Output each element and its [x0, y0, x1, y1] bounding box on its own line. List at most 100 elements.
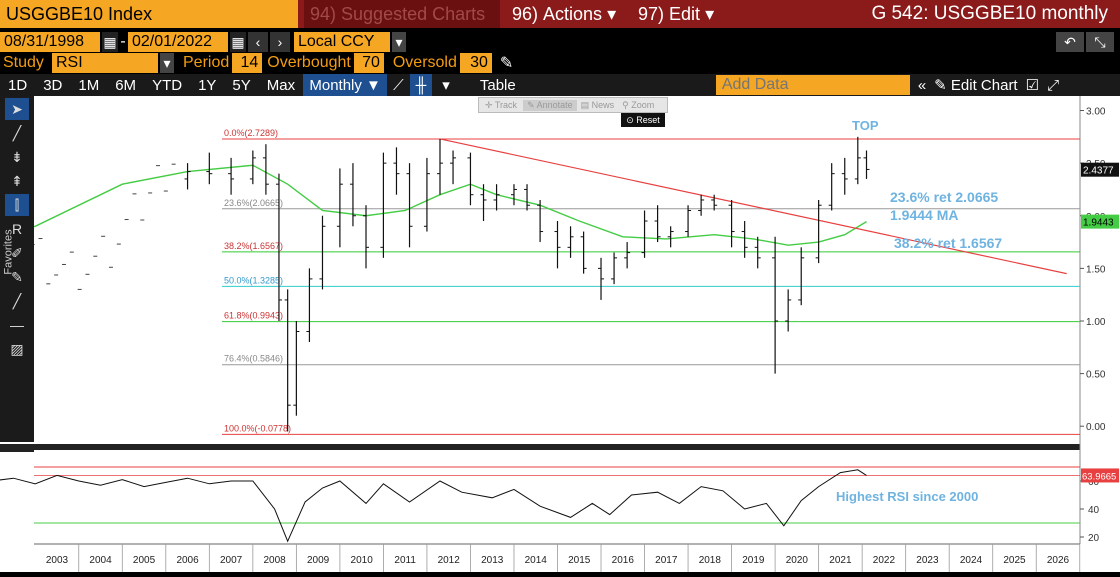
last-price-tag	[1081, 162, 1119, 177]
line-chart-icon[interactable]: ⟋	[393, 76, 404, 94]
period-6m[interactable]: 6M	[115, 76, 137, 94]
chevron-down-icon: ▾	[705, 3, 715, 24]
chevron-right-icon[interactable]: ›	[270, 32, 290, 52]
rsi-tick-label: 20	[1088, 533, 1100, 544]
line-tool-icon[interactable]: ╱	[12, 124, 22, 141]
add-data-input[interactable]	[719, 75, 904, 95]
edit-chart-label: Edit Chart	[950, 76, 1018, 94]
y-tick-label: 1.50	[1086, 264, 1106, 275]
actions-menu[interactable]: 96) Actions ▾	[506, 0, 626, 28]
period-1y[interactable]: 1Y	[198, 76, 217, 94]
annotate-button[interactable]: ✎ Annotate	[523, 99, 577, 111]
chevron-down-icon[interactable]: ▾	[160, 53, 174, 73]
fib-level-label: 61.8%(0.9943)	[224, 311, 283, 321]
annotation-ret236: 23.6% ret 2.0665	[890, 189, 998, 205]
actions-label: Actions	[543, 3, 603, 24]
rsi-line	[0, 469, 867, 543]
rsi-panel	[34, 450, 1080, 544]
undo-icon[interactable]: ↶	[1056, 32, 1084, 52]
price-panel	[34, 96, 1080, 442]
frequency-label: Monthly	[309, 76, 362, 94]
reset-button[interactable]: ⊙ Reset	[621, 113, 665, 127]
settings-icon[interactable]: ☑	[1025, 77, 1040, 94]
overbought-label: Overbought	[267, 54, 351, 71]
zoom-button[interactable]: ⚲ Zoom	[622, 99, 655, 110]
end-date-input[interactable]: 02/01/2022	[128, 32, 228, 52]
period-1d[interactable]: 1D	[8, 76, 28, 94]
edit-label: Edit	[669, 3, 701, 24]
y-tick-label: 3.00	[1086, 107, 1106, 118]
zoom-label: Zoom	[631, 99, 655, 110]
period-5y[interactable]: 5Y	[232, 76, 251, 94]
period-ytd[interactable]: YTD	[152, 76, 183, 94]
study-label: Study	[3, 54, 44, 71]
fib-level-label: 38.2%(1.6567)	[224, 241, 283, 251]
x-tick-label: 2026	[1047, 555, 1070, 566]
rsi-tick-label: 40	[1088, 505, 1100, 516]
bar-chart-icon[interactable]: ╫	[409, 74, 433, 96]
x-tick-label: 2022	[873, 555, 896, 566]
collapse-icon[interactable]: «	[917, 76, 927, 94]
edit-num: 97)	[638, 3, 665, 24]
track-button[interactable]: ✛ Track	[485, 99, 518, 110]
x-tick-label: 2012	[438, 555, 461, 566]
dollar-tool-icon[interactable]: ⇞	[11, 172, 23, 189]
trendline	[439, 138, 1067, 275]
horizontal-line-icon[interactable]: —	[10, 317, 24, 333]
chart-title: G 542: USGGBE10 monthly	[865, 0, 1120, 28]
chevron-down-icon[interactable]: ▾	[442, 77, 450, 94]
chart-area: 3.002.502.001.501.000.500.000.0%(2.7289)…	[0, 96, 1120, 572]
x-tick-label: 2023	[916, 555, 939, 566]
x-tick-label: 2018	[699, 555, 722, 566]
pencil-icon[interactable]: ✎	[499, 55, 514, 72]
calendar-icon[interactable]: ▦	[230, 32, 246, 52]
ray-icon[interactable]: ╱	[12, 292, 22, 309]
currency-select[interactable]: Local CCY	[294, 32, 390, 52]
edit-chart-button[interactable]: ✎ Edit Chart	[934, 76, 1018, 95]
chevron-down-icon[interactable]: ▾	[392, 32, 406, 52]
rsi-tool-icon[interactable]: R	[11, 221, 23, 237]
x-tick-label: 2010	[351, 555, 374, 566]
chart-mode-menu: ✛ Track ✎ Annotate ▤ News ⚲ Zoom	[478, 97, 668, 113]
zoom-out-icon[interactable]: ⤡	[1086, 32, 1114, 52]
percent-tool-icon[interactable]: ⇟	[11, 148, 23, 165]
x-tick-label: 2009	[307, 555, 330, 566]
pen-icon[interactable]: ✎	[11, 268, 23, 285]
favorites-label: Favorites	[2, 229, 15, 275]
frequency-select[interactable]: Monthly ▼	[303, 74, 388, 96]
brush-icon[interactable]: ✐	[11, 244, 23, 261]
period-3d[interactable]: 3D	[43, 76, 63, 94]
x-tick-label: 2014	[525, 555, 548, 566]
table-button[interactable]: Table	[479, 76, 516, 94]
period-input[interactable]: 14	[232, 53, 263, 73]
x-tick-label: 2025	[1003, 555, 1026, 566]
security-field[interactable]: USGGBE10 Index	[0, 0, 298, 28]
rsi-last-tag	[1081, 468, 1119, 483]
oversold-input[interactable]: 30	[459, 53, 492, 73]
last-price-label: 2.4377	[1083, 166, 1114, 177]
expand-icon[interactable]: ⤢	[1047, 76, 1060, 94]
study-bar: Study RSI ▾ Period 14 Overbought 70 Over…	[0, 52, 1120, 74]
edit-menu[interactable]: 97) Edit ▾	[632, 0, 724, 28]
fib-level-label: 50.0%(1.3285)	[224, 275, 283, 285]
fibonacci-tool-icon[interactable]: ⫿	[5, 194, 29, 216]
suggested-charts-button[interactable]: 94) Suggested Charts	[304, 0, 500, 28]
cursor-icon[interactable]: ➤	[5, 98, 29, 120]
overbought-input[interactable]: 70	[353, 53, 384, 73]
period-label: Period	[183, 54, 230, 71]
period-max[interactable]: Max	[266, 76, 296, 94]
x-tick-label: 2008	[263, 555, 286, 566]
start-date-input[interactable]: 08/31/1998	[0, 32, 100, 52]
calendar-icon[interactable]: ▦	[102, 32, 118, 52]
oversold-label: Oversold	[392, 54, 457, 71]
chevron-left-icon[interactable]: ‹	[248, 32, 268, 52]
annotation-ret382: 38.2% ret 1.6567	[894, 235, 1002, 251]
channel-icon[interactable]: ▨	[10, 340, 24, 357]
suggested-num: 94)	[310, 3, 337, 24]
news-button[interactable]: ▤ News	[580, 99, 615, 110]
ma-value-label: 1.9443	[1083, 218, 1114, 229]
drawing-tools: ➤ ╱ ⇟ ⇞ ⫿ R ✐ ✎ ╱ — ▨ Favorites	[0, 96, 34, 442]
annotate-label: Annotate	[536, 99, 573, 110]
period-1m[interactable]: 1M	[78, 76, 100, 94]
study-select[interactable]: RSI	[52, 53, 158, 73]
